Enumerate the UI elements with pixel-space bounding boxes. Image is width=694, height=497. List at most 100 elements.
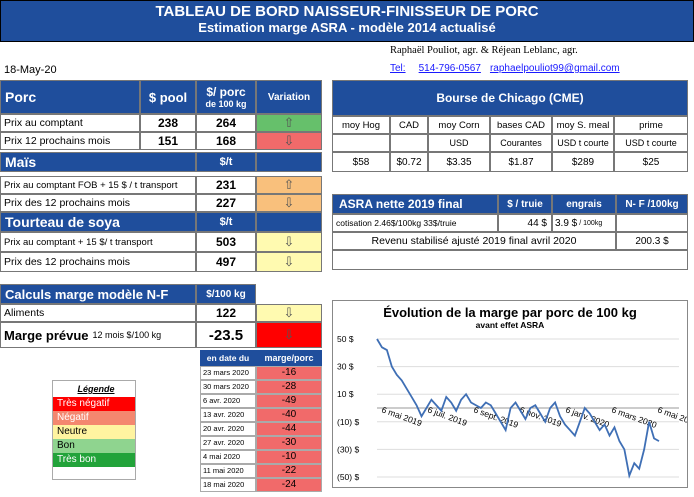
chart-title: Évolution de la marge par porc de 100 kg xyxy=(383,305,637,320)
calc-header: Calculs marge modèle N-F xyxy=(0,284,196,304)
down-arrow-icon: ⇩ xyxy=(256,252,322,272)
cme-col-head: moy S. meal xyxy=(552,116,614,134)
cme-col-unit: Courantes xyxy=(490,134,552,152)
y-tick-label: 50 $ xyxy=(337,334,354,344)
history-marge: -40 xyxy=(256,408,322,422)
down-arrow-icon: ⇩ xyxy=(256,304,322,322)
cme-col-value: $1.87 xyxy=(490,152,552,172)
down-arrow-icon: ⇩ xyxy=(256,132,322,150)
legend-title: Légende xyxy=(77,384,115,394)
mais-header-spacer xyxy=(256,152,322,172)
y-tick-label: (10) $ xyxy=(337,417,359,427)
soya-unit-header: $/t xyxy=(196,212,256,232)
marge-chart: Évolution de la marge par porc de 100 kg… xyxy=(332,300,688,488)
porc-header-label: Porc xyxy=(5,89,37,105)
legend-item: Très bon xyxy=(53,453,135,467)
cme-col-head: CAD xyxy=(390,116,428,134)
asra-blank-cell xyxy=(616,214,688,232)
cme-col-value: $58 xyxy=(332,152,390,172)
cme-col-unit xyxy=(390,134,428,152)
mais-unit-header: $/t xyxy=(196,152,256,172)
history-marge: -10 xyxy=(256,450,322,464)
history-date: 11 mai 2020 xyxy=(200,464,256,478)
contact-line: Tel: 514-796-0567 raphaelpouliot99@gmail… xyxy=(390,62,620,74)
cme-col-value: $3.35 xyxy=(428,152,490,172)
revenu-label: Revenu stabilisé ajusté 2019 final avril… xyxy=(332,232,616,250)
email-link[interactable]: raphaelpouliot99@gmail.com xyxy=(489,63,620,74)
porc-row-comptant-label: Prix au comptant xyxy=(0,114,140,132)
soya-header-spacer xyxy=(256,212,322,232)
tel-link[interactable]: 514-796-0567 xyxy=(418,63,481,74)
legend-item: Bon xyxy=(53,439,135,453)
history-date: 13 avr. 2020 xyxy=(200,408,256,422)
cme-col-head: moy Corn xyxy=(428,116,490,134)
y-tick-label: 30 $ xyxy=(337,362,354,372)
cotisation-value: 44 $ xyxy=(498,214,552,232)
history-marge: -22 xyxy=(256,464,322,478)
y-tick-label: (50) $ xyxy=(337,472,359,482)
asra-col-truie: $ / truie xyxy=(498,194,552,214)
tel-label[interactable]: Tel: xyxy=(390,63,406,74)
history-date: 23 mars 2020 xyxy=(200,366,256,380)
cme-col-value: $0.72 xyxy=(390,152,428,172)
engrais-value: 3.9 $ xyxy=(555,217,578,229)
x-tick-label: 6 mai 2020 xyxy=(656,404,687,428)
soya-header: Tourteau de soya xyxy=(0,212,196,232)
porc-row-12mois-value: 168 xyxy=(196,132,256,150)
history-marge: -28 xyxy=(256,380,322,394)
chart-subtitle: avant effet ASRA xyxy=(475,320,545,330)
asra-title: ASRA nette 2019 final xyxy=(332,194,498,214)
aliments-value: 122 xyxy=(196,304,256,322)
down-arrow-icon: ⇩ xyxy=(256,232,322,252)
aliments-label: Aliments xyxy=(0,304,196,322)
porc-header: Porc xyxy=(0,80,140,114)
asra-col-nf: N- F /100kg xyxy=(616,194,688,214)
variation-header: Variation xyxy=(256,80,322,114)
marge-label-small: 12 mois $/100 kg xyxy=(92,330,162,340)
soya-comptant-label: Prix au comptant + 15 $/ t transport xyxy=(0,232,196,252)
legend-item: Négatif xyxy=(53,411,135,425)
porc-100kg-header: $/ porc de 100 kg xyxy=(196,80,256,114)
history-date: 20 avr. 2020 xyxy=(200,422,256,436)
title-bar: TABLEAU DE BORD NAISSEUR-FINISSEUR DE PO… xyxy=(0,0,694,42)
history-marge: -24 xyxy=(256,478,322,492)
pool-header: $ pool xyxy=(140,80,196,114)
marge-label-cell: Marge prévue 12 mois $/100 kg xyxy=(0,322,196,348)
cme-col-unit: USD t courte xyxy=(552,134,614,152)
history-marge: -30 xyxy=(256,436,322,450)
history-date-header: en date du xyxy=(200,350,256,366)
chart-plot: 50 $30 $10 $(10) $(30) $(50) $6 mai 2019… xyxy=(337,334,687,482)
soya-12mois-value: 497 xyxy=(196,252,256,272)
mais-12mois-label: Prix des 12 prochains mois xyxy=(0,194,196,212)
cme-col-unit: USD xyxy=(428,134,490,152)
marge-value: -23.5 xyxy=(196,322,256,348)
marge-label: Marge prévue xyxy=(4,327,89,343)
history-date: 30 mars 2020 xyxy=(200,380,256,394)
down-arrow-icon: ⇩ xyxy=(256,194,322,212)
mais-12mois-value: 227 xyxy=(196,194,256,212)
cme-col-value: $289 xyxy=(552,152,614,172)
history-date: 6 avr. 2020 xyxy=(200,394,256,408)
legend-item: Neutre xyxy=(53,425,135,439)
y-tick-label: (30) $ xyxy=(337,444,359,454)
soya-12mois-label: Prix des 12 prochains mois xyxy=(0,252,196,272)
sub-title: Estimation marge ASRA - modèle 2014 actu… xyxy=(198,20,496,35)
up-arrow-icon: ⇧ xyxy=(256,114,322,132)
down-arrow-icon: ⇩ xyxy=(256,322,322,348)
history-date: 27 avr. 2020 xyxy=(200,436,256,450)
legend-item: Très négatif xyxy=(53,397,135,411)
cme-col-unit xyxy=(332,134,390,152)
authors: Raphaël Pouliot, agr. & Réjean Leblanc, … xyxy=(390,45,578,56)
mais-comptant-value: 231 xyxy=(196,176,256,194)
history-marge: -44 xyxy=(256,422,322,436)
porc-row-comptant-pool: 238 xyxy=(140,114,196,132)
cotisation-label: cotisation 2.46$/100kg 33$/truie xyxy=(332,214,498,232)
history-marge: -49 xyxy=(256,394,322,408)
engrais-cell: 3.9 $ / 100kg xyxy=(552,214,616,232)
report-date: 18-May-20 xyxy=(4,64,57,76)
porc-100kg-line1: $/ porc xyxy=(206,85,246,99)
porc-row-12mois-pool: 151 xyxy=(140,132,196,150)
asra-col-engrais: engrais xyxy=(552,194,616,214)
cme-col-value: $25 xyxy=(614,152,688,172)
mais-comptant-label: Prix au comptant FOB + 15 $ / t transpor… xyxy=(0,176,196,194)
